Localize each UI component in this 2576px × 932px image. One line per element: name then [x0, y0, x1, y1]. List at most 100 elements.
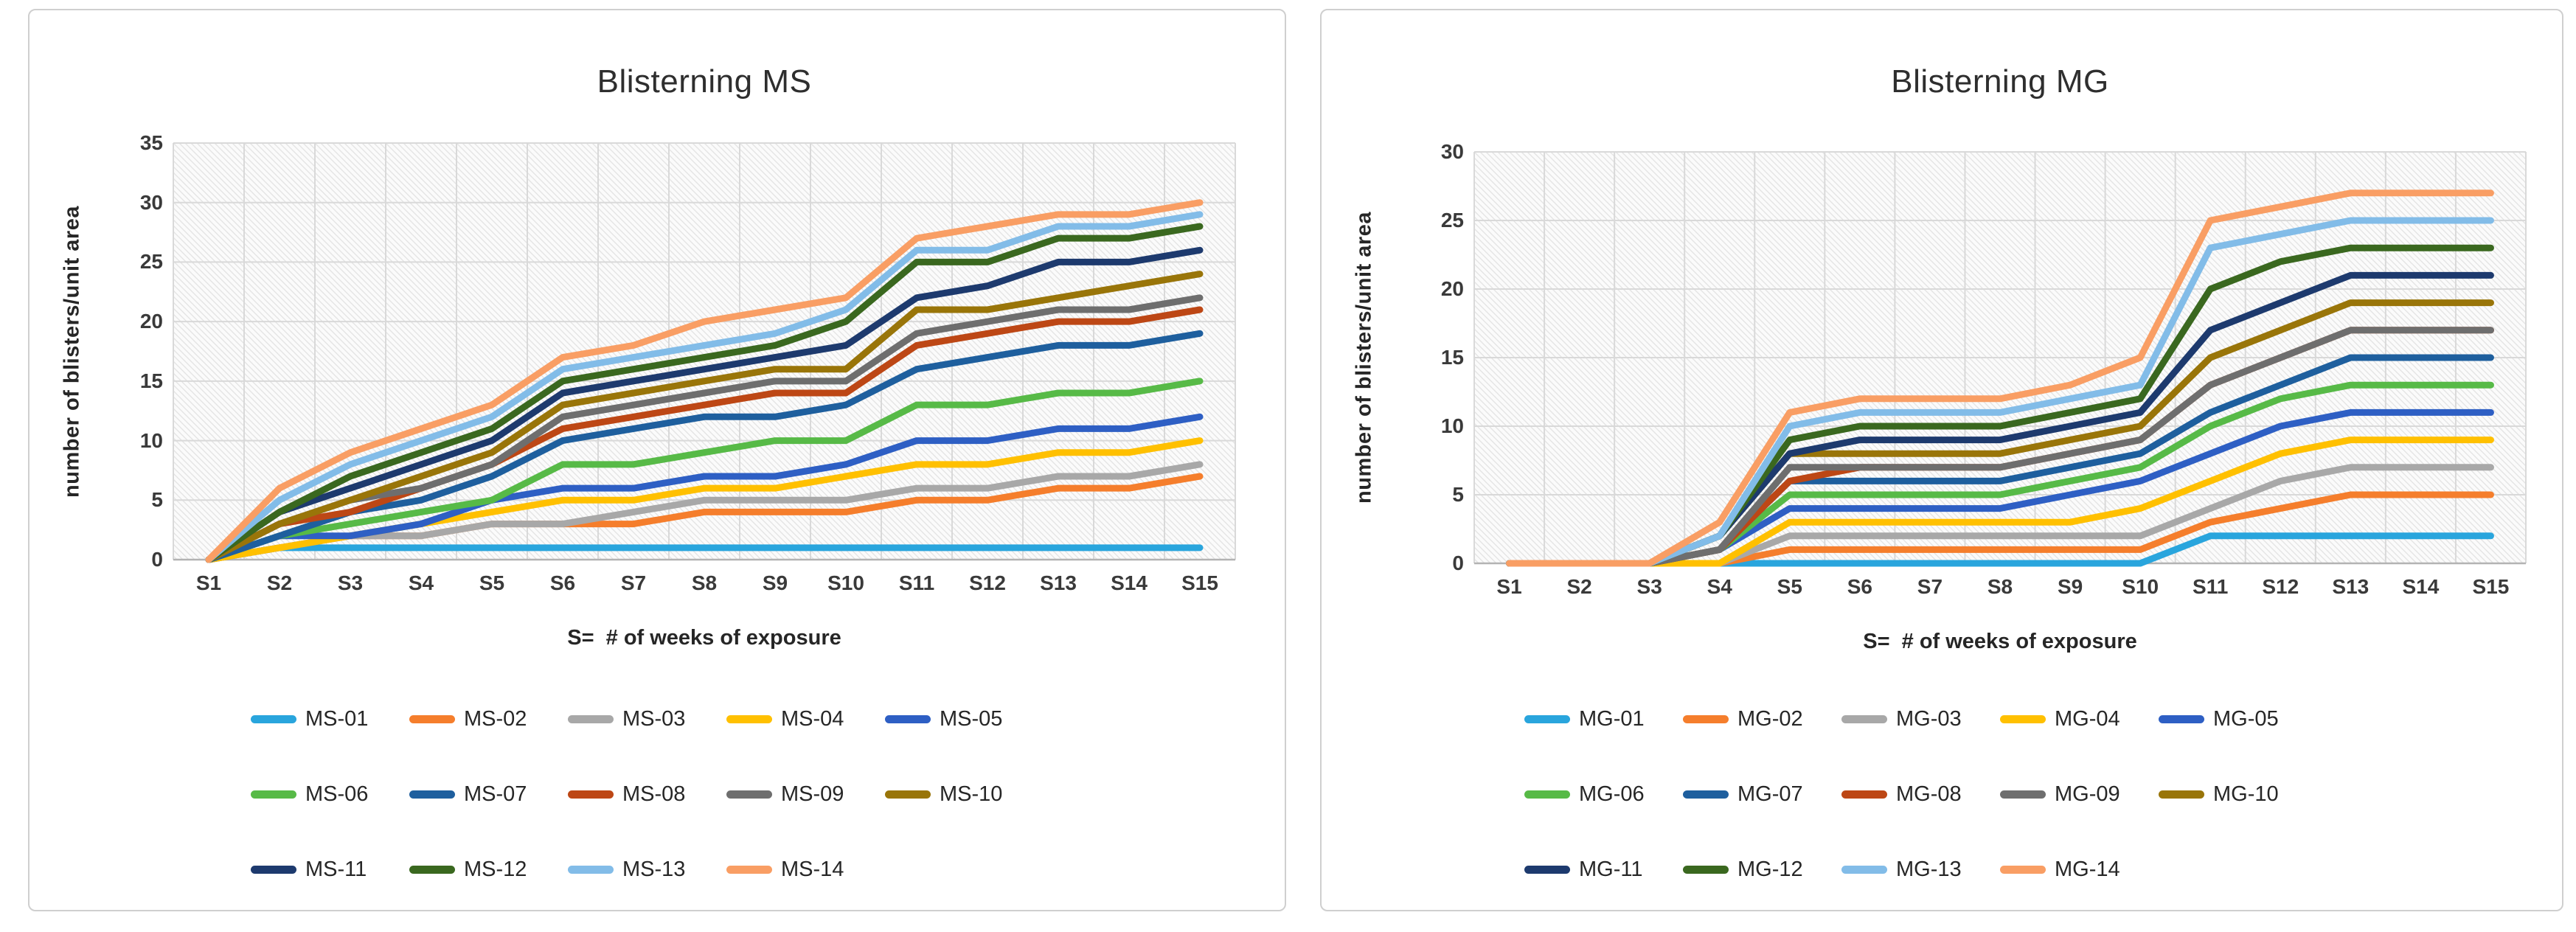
y-axis-title-mg: number of blisters/unit area	[1352, 212, 1376, 504]
legend-swatch-MG-12	[1683, 865, 1729, 874]
series-line-MS-08	[205, 306, 1204, 563]
x-tick-label: S8	[1987, 575, 2013, 598]
legend-label: MG-05	[2213, 706, 2279, 731]
series-line-MS-03	[205, 461, 1204, 563]
legend-label: MG-04	[2055, 706, 2120, 731]
legend-ms: MS-01 MS-02 MS-03 MS-04 MS-05 MS-06 MS-07 MS-08…	[251, 706, 1044, 932]
x-tick-label: S11	[898, 571, 935, 594]
legend-label: MS-06	[305, 782, 369, 806]
x-tick-label: S9	[762, 571, 788, 594]
series-line-MG-04	[1506, 437, 2494, 567]
legend-label: MS-02	[464, 706, 527, 731]
legend-swatch-MS-13	[568, 865, 614, 874]
legend-label: MS-12	[464, 857, 527, 881]
legend-swatch-MG-08	[1841, 790, 1887, 799]
legend-swatch-MG-05	[2159, 714, 2204, 723]
legend-label: MS-14	[781, 857, 844, 881]
legend-swatch-MS-11	[251, 865, 296, 874]
legend-item-MS-04: MS-04	[726, 707, 885, 731]
series-line-MS-05	[205, 413, 1204, 563]
y-tick-label: 25	[1440, 209, 1464, 232]
legend-item-MG-10: MG-10	[2159, 782, 2317, 807]
x-tick-label: S12	[2262, 575, 2299, 598]
x-tick-label: S15	[2472, 575, 2510, 598]
legend-item-MS-07: MS-07	[409, 782, 568, 807]
legend-swatch-MG-03	[1841, 714, 1887, 723]
legend-label: MS-04	[781, 706, 844, 731]
x-axis-title-ms: S= # of weeks of exposure	[567, 626, 841, 650]
legend-row: MS-11 MS-12 MS-13 MS-14	[251, 857, 1044, 882]
x-tick-label: S10	[827, 571, 864, 594]
legend-label: MG-12	[1737, 857, 1803, 881]
legend-row: MS-01 MS-02 MS-03 MS-04 MS-05	[251, 706, 1044, 731]
series-line-MS-07	[205, 330, 1204, 563]
legend-row: MS-06 MS-07 MS-08 MS-09 MS-10	[251, 782, 1044, 807]
legend-label: MG-14	[2055, 857, 2120, 881]
legend-row: MG-06 MG-07 MG-08 MG-09 MG-10	[1524, 782, 2317, 807]
legend-item-MG-03: MG-03	[1841, 707, 2000, 731]
legend-label: MS-11	[305, 857, 367, 881]
x-tick-label: S7	[1917, 575, 1943, 598]
legend-swatch-MS-07	[409, 790, 455, 799]
series-line-MS-01	[205, 544, 1204, 563]
legend-swatch-MS-14	[726, 865, 772, 874]
legend-row: MG-11 MG-12 MG-13 MG-14	[1524, 857, 2317, 882]
x-tick-label: S8	[691, 571, 718, 594]
y-tick-label: 25	[139, 250, 163, 274]
legend-item-MG-08: MG-08	[1841, 782, 2000, 807]
legend-item-MG-14: MG-14	[2000, 858, 2159, 882]
y-tick-label: 10	[1440, 414, 1464, 437]
x-tick-label: S14	[1111, 571, 1148, 594]
series-line-MS-09	[205, 294, 1204, 563]
x-tick-label: S12	[969, 571, 1006, 594]
x-tick-label: S3	[1636, 575, 1662, 598]
y-tick-label: 20	[139, 310, 163, 333]
legend-swatch-MG-06	[1524, 790, 1570, 799]
series-line-MS-11	[205, 246, 1204, 563]
y-tick-label: 0	[1452, 552, 1464, 574]
y-tick-label: 5	[1452, 483, 1464, 506]
x-tick-label: S6	[549, 571, 576, 594]
y-tick-label: 15	[139, 369, 163, 392]
x-tick-label: S6	[1847, 575, 1872, 598]
legend-mg: MG-01 MG-02 MG-03 MG-04 MG-05 MG-06 MG-07 MG-08…	[1524, 706, 2317, 932]
legend-label: MS-08	[622, 782, 686, 806]
legend-item-MS-13: MS-13	[568, 858, 726, 882]
legend-item-MS-01: MS-01	[251, 707, 409, 731]
legend-label: MS-03	[622, 706, 686, 731]
legend-swatch-MS-04	[726, 714, 772, 723]
legend-item-MS-12: MS-12	[409, 858, 568, 882]
x-tick-label: S10	[2122, 575, 2159, 598]
legend-item-MG-01: MG-01	[1524, 707, 1683, 731]
plot-area-ms	[173, 142, 1236, 563]
x-tick-label: S1	[1496, 575, 1522, 598]
legend-item-MG-13: MG-13	[1841, 858, 2000, 882]
series-line-MS-10	[205, 271, 1204, 563]
series-line-MS-12	[205, 223, 1204, 563]
y-tick-label: 10	[139, 428, 163, 452]
x-tick-label: S9	[2057, 575, 2083, 598]
legend-item-MS-10: MS-10	[885, 782, 1044, 807]
legend-swatch-MG-14	[2000, 865, 2046, 874]
x-tick-label: S11	[2193, 575, 2229, 598]
legend-item-MG-06: MG-06	[1524, 782, 1683, 807]
legend-swatch-MS-12	[409, 865, 455, 874]
legend-label: MS-13	[622, 857, 686, 881]
legend-swatch-MS-03	[568, 714, 614, 723]
y-tick-label: 15	[1440, 346, 1464, 369]
chart-card-ms: Blisterning MS number of blisters/unit a…	[28, 9, 1286, 911]
legend-item-MS-05: MS-05	[885, 707, 1044, 731]
y-tick-label: 5	[151, 488, 163, 512]
y-tick-label: 20	[1440, 277, 1464, 300]
series-line-MG-09	[1506, 327, 2494, 567]
x-tick-label: S2	[266, 571, 293, 594]
legend-label: MS-09	[781, 782, 844, 806]
legend-label: MG-08	[1896, 782, 1962, 806]
x-tick-label: S3	[337, 571, 364, 594]
series-line-MS-13	[205, 211, 1204, 563]
y-tick-label: 30	[139, 190, 163, 214]
x-tick-label: S5	[1777, 575, 1802, 598]
series-line-MS-14	[205, 199, 1204, 563]
legend-item-MG-11: MG-11	[1524, 858, 1683, 882]
